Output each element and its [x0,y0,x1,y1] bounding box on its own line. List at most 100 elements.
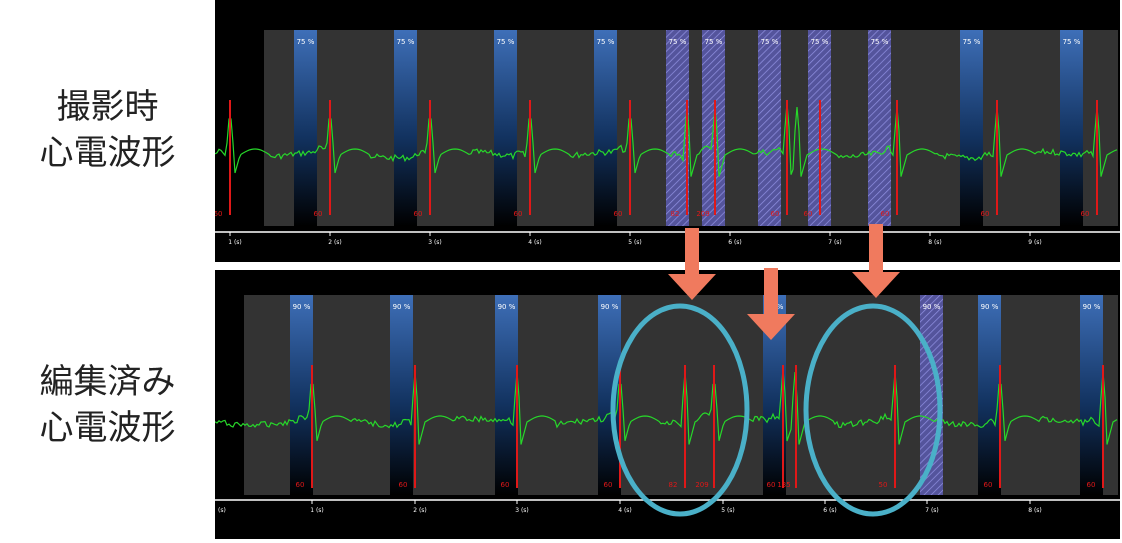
heart-rate-label: 60 [881,210,890,218]
reconstruction-window: 75 % [294,30,317,226]
edited-ecg-panel: 90 %90 %90 %90 %90 %90 %90 %90 %90 %6060… [115,270,1120,539]
window-fill [494,30,517,226]
reconstruction-window: 75 % [494,30,517,226]
window-fill [594,30,617,226]
heart-rate-label: 60 [1087,481,1096,489]
window-percent: 90 % [981,303,999,311]
reconstruction-window: 90 % [1080,295,1103,495]
highlighted-window: 75 % [666,30,689,226]
window-fill [598,295,621,495]
reconstruction-window: 75 % [594,30,617,226]
ecg-trace [214,102,1118,177]
window-percent: 90 % [498,303,516,311]
label-line: 心電波形 [39,133,176,173]
heart-rate-label: 60 [1081,210,1090,218]
heart-rate-label: 60 [296,481,305,489]
window-percent: 75 % [597,38,615,46]
window-fill [960,30,983,226]
window-fill [666,30,689,226]
edited-ecg-chart: 90 %90 %90 %90 %90 %90 %90 %90 %90 %6060… [115,295,1120,514]
reconstruction-window: 90 % [598,295,621,495]
window-percent: 75 % [669,38,687,46]
label-edited-ecg: 編集済み 心電波形 [0,359,215,451]
window-fill [978,295,1001,495]
window-fill [390,295,413,495]
heart-rate-label: 60 [514,210,523,218]
recorded-ecg-chart: 75 % 75 % 75 % 75 % 75 % 75 % 75 % 75 % 75 % 75 %… [214,30,1120,246]
window-percent: 75 % [811,38,829,46]
window-fill [394,30,417,226]
time-tick-label: 7 (s) [828,239,842,246]
time-tick-label: 1 (s) [310,507,324,514]
window-percent: 90 % [923,303,941,311]
window-fill [290,295,313,495]
heart-rate-label: 60 [501,481,510,489]
time-tick-label: 8 (s) [928,239,942,246]
reconstruction-window: 90 % [978,295,1001,495]
window-percent: 90 % [1083,303,1101,311]
window-percent: 75 % [963,38,981,46]
heart-rate-label: 60 [771,210,780,218]
window-percent: 75 % [705,38,723,46]
time-tick-label: 2 (s) [413,507,427,514]
time-tick-label: 5 (s) [721,507,735,514]
heart-rate-label: 60 [314,210,323,218]
heart-rate-label: 60 [414,210,423,218]
window-percent: 90 % [293,303,311,311]
window-fill [920,295,943,495]
window-percent: 90 % [601,303,619,311]
label-recorded-ecg: 撮影時 心電波形 [0,84,215,176]
reconstruction-window: 75 % [1060,30,1083,226]
time-tick-label: 5 (s) [628,239,642,246]
window-percent: 90 % [393,303,411,311]
heart-rate-label: 50 [879,481,888,489]
window-fill [294,30,317,226]
label-line: 編集済み [39,362,176,402]
time-tick-label: 4 (s) [618,507,632,514]
window-fill [758,30,781,226]
window-percent: 90 % [766,303,784,311]
heart-rate-label: 209 [696,210,709,218]
heart-rate-label: 135 [777,481,790,489]
time-tick-label: 3 (s) [428,239,442,246]
heart-rate-label: 82 [669,481,678,489]
time-tick-label: 6 (s) [728,239,742,246]
heart-rate-label: 60 [604,481,613,489]
window-percent: 75 % [397,38,415,46]
label-line: 心電波形 [39,408,176,448]
window-fill [763,295,786,495]
time-tick-label: 2 (s) [328,239,342,246]
heart-rate-label: 60 [215,210,222,218]
recorded-ecg-panel: 75 % 75 % 75 % 75 % 75 % 75 % 75 % 75 % 75 % 75 %… [214,0,1120,262]
heart-rate-label: 60 [984,481,993,489]
reconstruction-window: 75 % [960,30,983,226]
window-percent: 75 % [871,38,889,46]
reconstruction-window: 90 % [390,295,413,495]
heart-rate-label: 60 [767,481,776,489]
window-percent: 75 % [297,38,315,46]
time-tick-label: 8 (s) [1028,507,1042,514]
reconstruction-window: 90 % [495,295,518,495]
window-fill [1060,30,1083,226]
window-percent: 75 % [497,38,515,46]
window-fill [1080,295,1103,495]
window-fill [868,30,891,226]
highlighted-window: 75 % [758,30,781,226]
heart-rate-label: 60 [804,210,813,218]
analysis-band [264,30,1118,226]
time-tick-label: 9 (s) [1028,239,1042,246]
time-tick-label: 3 (s) [515,507,529,514]
highlighted-window: 90 % [920,295,943,495]
reconstruction-window: 75 % [394,30,417,226]
window-percent: 75 % [1063,38,1081,46]
time-tick-label: 7 (s) [925,507,939,514]
label-line: 撮影時 [56,87,159,127]
heart-rate-label: 60 [399,481,408,489]
window-fill [495,295,518,495]
heart-rate-label: 209 [695,481,708,489]
window-percent: 75 % [761,38,779,46]
reconstruction-window: 90 % [290,295,313,495]
heart-rate-label: 60 [981,210,990,218]
time-tick-label: (s) [218,507,226,514]
time-tick-label: 6 (s) [823,507,837,514]
